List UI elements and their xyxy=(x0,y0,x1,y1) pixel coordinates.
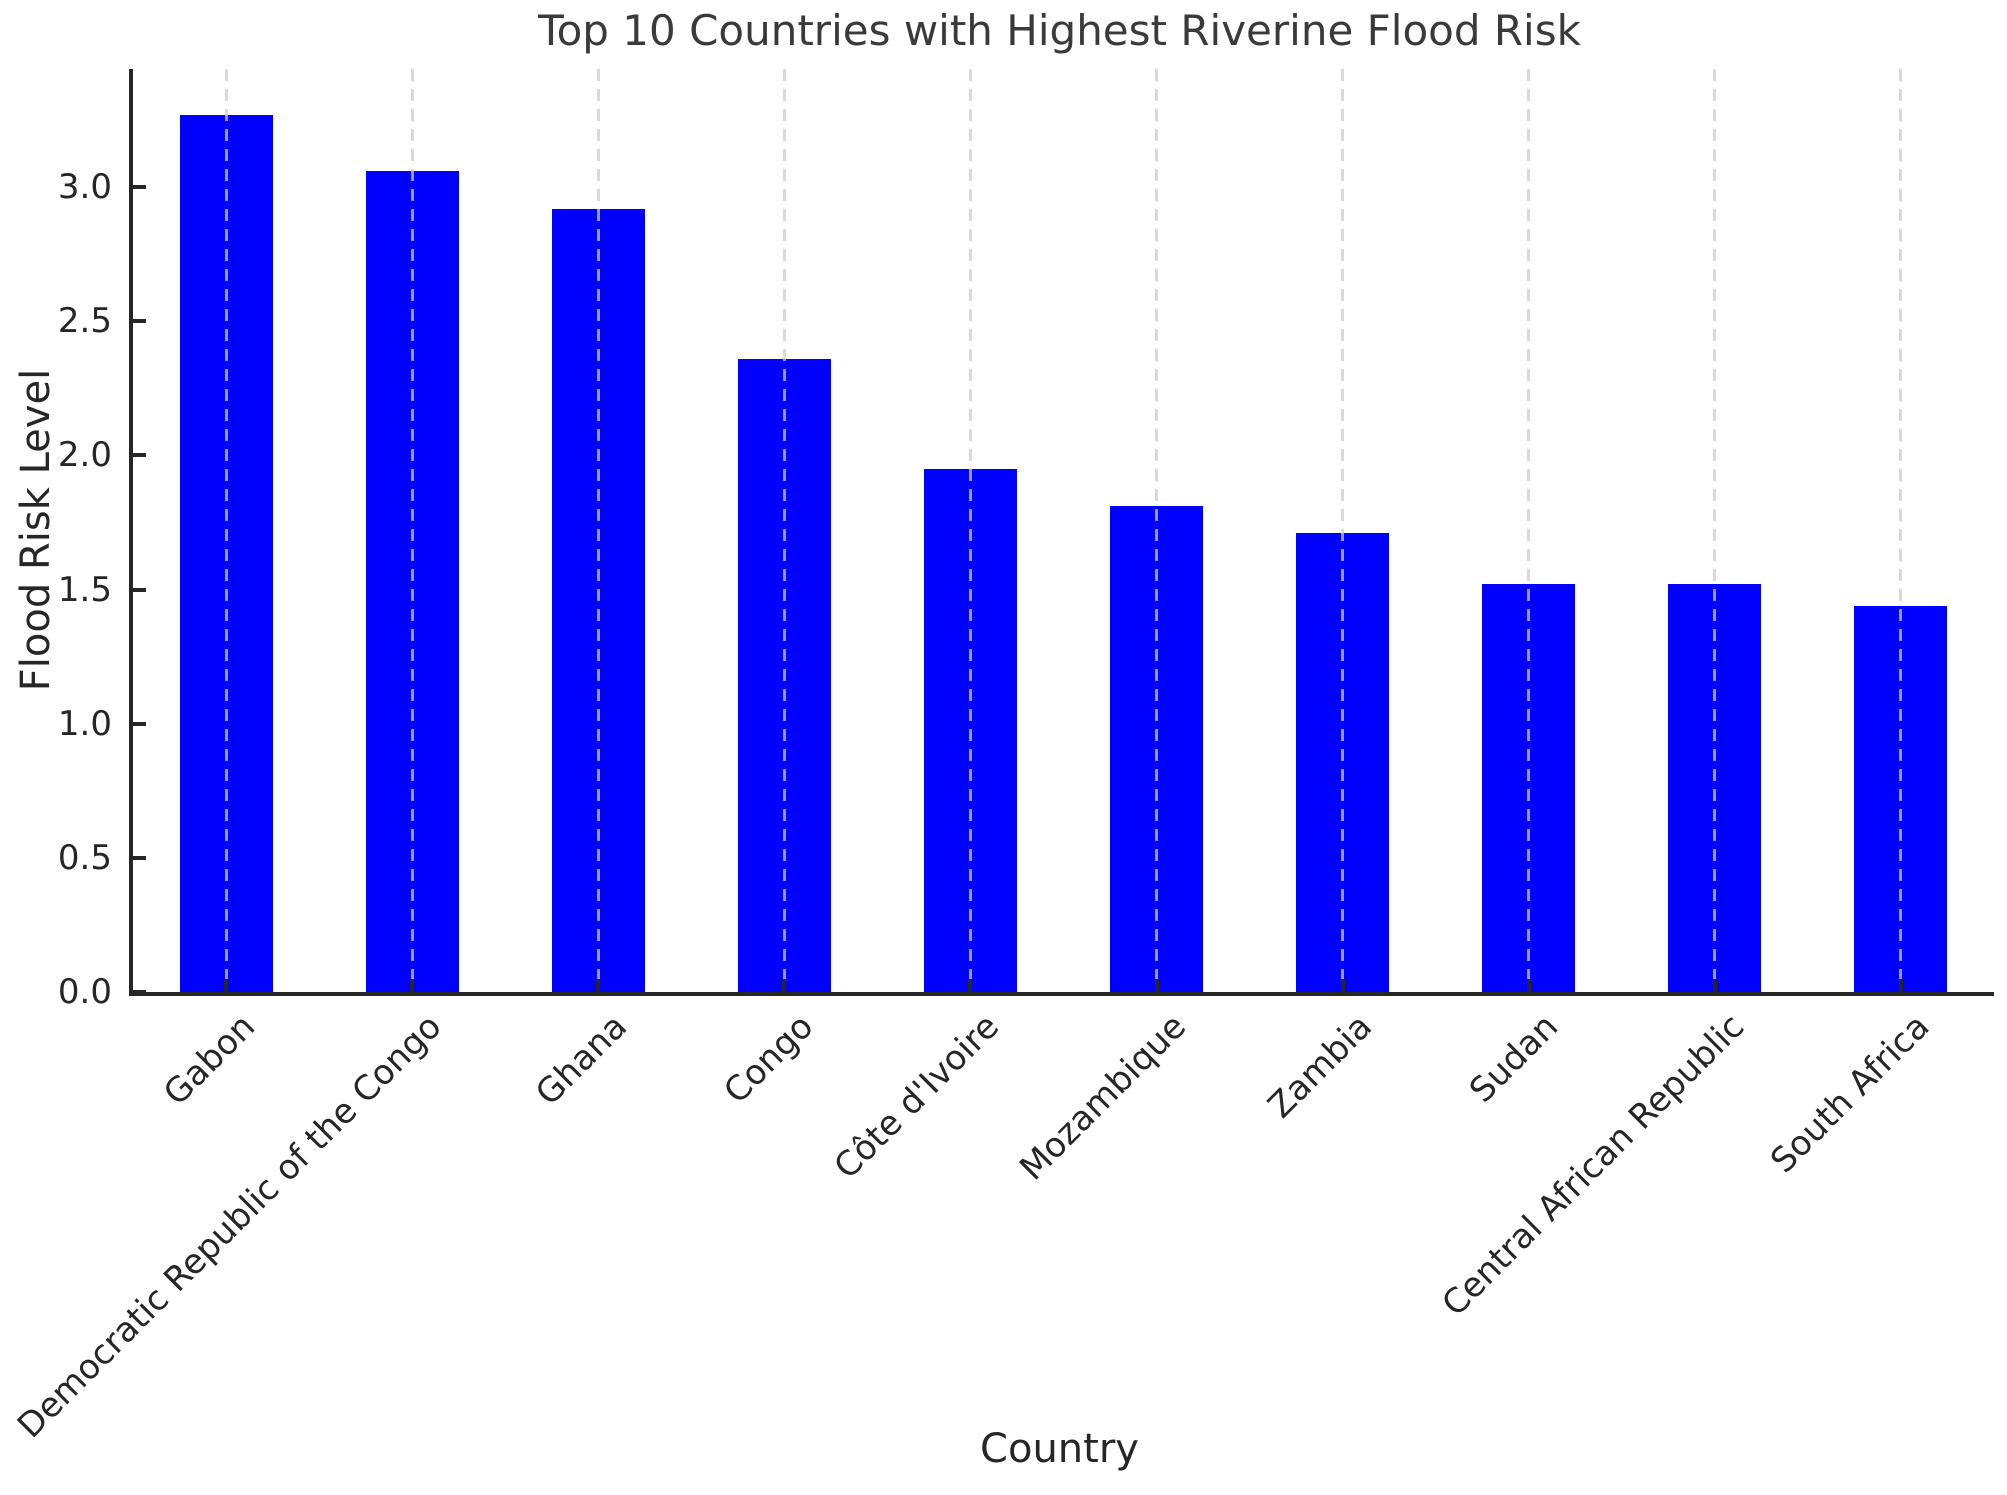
x-tick-c-te-d-ivoire xyxy=(968,979,973,992)
y-tick-label-0.0: 0.0 xyxy=(57,972,112,1012)
x-tick-label-ghana: Ghana xyxy=(528,1006,636,1114)
x-tick-mozambique xyxy=(1154,979,1159,992)
x-tick-label-south-africa: South Africa xyxy=(1763,1006,1938,1181)
x-tick-zambia xyxy=(1340,979,1345,992)
chart-title: Top 10 Countries with Highest Riverine F… xyxy=(538,6,1581,55)
y-tick-label-2.0: 2.0 xyxy=(57,435,112,476)
x-tick-label-sudan: Sudan xyxy=(1461,1006,1566,1111)
x-tick-label-gabon: Gabon xyxy=(156,1006,263,1114)
x-tick-label-c-te-d-ivoire: Côte d'Ivoire xyxy=(826,1006,1008,1187)
x-tick-label-zambia: Zambia xyxy=(1259,1006,1380,1127)
gridline-central-african-republic xyxy=(1713,69,1717,992)
x-tick-ghana xyxy=(596,979,601,992)
x-tick-congo xyxy=(782,979,787,992)
y-tick-label-3.0: 3.0 xyxy=(57,167,112,208)
y-tick-0.5 xyxy=(133,855,146,860)
plot-area xyxy=(129,69,1994,996)
y-tick-2.5 xyxy=(133,319,146,324)
x-tick-label-democratic-republic-of-the-congo: Democratic Republic of the Congo xyxy=(9,1006,450,1447)
y-tick-3.0 xyxy=(133,185,146,190)
y-tick-label-1.5: 1.5 xyxy=(57,569,112,610)
gridline-mozambique xyxy=(1155,69,1159,992)
gridline-c-te-d-ivoire xyxy=(968,69,972,992)
x-tick-sudan xyxy=(1526,979,1531,992)
y-tick-1.5 xyxy=(133,587,146,592)
x-tick-label-congo: Congo xyxy=(716,1006,822,1112)
gridline-sudan xyxy=(1527,69,1531,992)
gridline-congo xyxy=(782,69,786,992)
gridline-ghana xyxy=(596,69,600,992)
gridline-south-africa xyxy=(1899,69,1903,992)
x-tick-central-african-republic xyxy=(1712,979,1717,992)
y-tick-label-0.5: 0.5 xyxy=(57,837,112,878)
y-tick-2.0 xyxy=(133,453,146,458)
x-tick-democratic-republic-of-the-congo xyxy=(410,979,415,992)
x-tick-label-mozambique: Mozambique xyxy=(1011,1006,1194,1189)
x-tick-south-africa xyxy=(1898,979,1903,992)
x-axis-label: Country xyxy=(980,1426,1139,1472)
y-axis-label: Flood Risk Level xyxy=(13,368,59,692)
x-tick-label-central-african-republic: Central African Republic xyxy=(1434,1006,1752,1325)
y-tick-label-1.0: 1.0 xyxy=(57,703,112,744)
y-tick-1.0 xyxy=(133,721,146,726)
y-tick-label-2.5: 2.5 xyxy=(57,301,112,342)
gridline-gabon xyxy=(224,69,228,992)
x-tick-gabon xyxy=(224,979,229,992)
gridline-zambia xyxy=(1341,69,1345,992)
gridline-democratic-republic-of-the-congo xyxy=(410,69,414,992)
y-tick-0.0 xyxy=(133,990,146,994)
